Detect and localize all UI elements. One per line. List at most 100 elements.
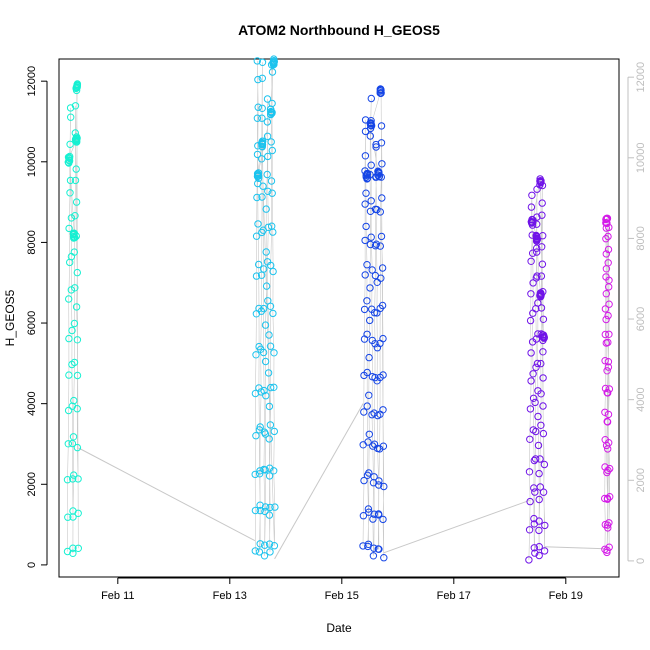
data-point xyxy=(265,540,274,548)
data-point xyxy=(267,138,275,146)
data-point xyxy=(539,315,548,323)
x-tick-label: Feb 15 xyxy=(325,590,359,602)
data-point xyxy=(264,369,273,377)
data-point xyxy=(68,326,76,335)
data-point xyxy=(361,236,369,245)
data-point xyxy=(538,211,546,219)
data-point xyxy=(69,549,77,557)
data-point xyxy=(601,408,609,416)
data-point xyxy=(603,418,612,426)
data-point xyxy=(531,455,540,463)
data-point xyxy=(73,268,82,277)
data-point xyxy=(602,219,610,227)
data-point xyxy=(379,515,387,524)
data-point xyxy=(534,441,543,450)
data-point xyxy=(604,259,612,267)
data-point xyxy=(535,543,543,551)
data-point xyxy=(541,521,549,530)
data-point xyxy=(536,292,544,300)
data-point xyxy=(259,348,268,357)
data-point xyxy=(527,290,535,298)
data-point xyxy=(526,316,535,325)
data-point xyxy=(537,359,545,368)
data-point xyxy=(376,242,384,250)
data-point xyxy=(359,512,368,520)
data-point xyxy=(66,189,74,197)
data-point xyxy=(70,234,78,242)
data-point xyxy=(269,309,277,318)
x-tick-label: Feb 17 xyxy=(437,590,471,602)
data-point xyxy=(73,371,82,380)
data-point xyxy=(538,260,547,268)
data-point xyxy=(258,143,266,151)
data-point xyxy=(606,464,614,473)
data-point xyxy=(252,272,261,280)
data-point xyxy=(377,274,385,282)
data-point xyxy=(527,218,536,226)
y-tick-label: 10000 xyxy=(26,146,38,177)
data-point xyxy=(529,370,537,378)
data-point xyxy=(258,193,266,201)
data-point xyxy=(533,272,541,280)
data-point xyxy=(260,304,268,313)
data-point xyxy=(539,402,547,410)
data-point xyxy=(258,58,267,66)
data-point xyxy=(71,102,80,110)
data-point xyxy=(66,176,75,185)
data-point xyxy=(537,421,545,429)
data-point xyxy=(270,58,278,66)
data-point xyxy=(604,245,613,254)
data-point xyxy=(361,271,369,279)
data-point xyxy=(603,214,612,223)
data-point xyxy=(363,368,371,377)
y-tick-label: 8000 xyxy=(26,230,38,254)
data-point xyxy=(363,174,372,182)
data-point xyxy=(70,319,79,328)
data-point xyxy=(537,390,545,398)
data-point xyxy=(365,391,373,399)
data-point xyxy=(538,243,546,251)
data-point xyxy=(539,374,547,382)
data-point xyxy=(261,503,270,511)
data-point xyxy=(72,303,81,311)
data-point xyxy=(251,470,259,479)
data-point xyxy=(72,165,80,173)
data-point xyxy=(361,152,370,160)
data-point xyxy=(64,406,73,415)
data-point xyxy=(377,86,385,94)
data-point xyxy=(604,232,612,241)
data-point xyxy=(377,139,386,147)
data-point xyxy=(605,543,613,551)
data-point xyxy=(535,469,543,478)
data-point xyxy=(379,371,387,379)
data-point xyxy=(69,433,78,441)
gap-lines xyxy=(78,403,606,560)
data-point xyxy=(602,290,610,298)
data-point xyxy=(64,158,73,166)
data-point xyxy=(259,182,267,190)
data-point xyxy=(262,248,270,256)
data-point xyxy=(601,357,609,365)
data-point xyxy=(258,139,266,148)
data-point xyxy=(255,548,264,556)
data-point xyxy=(253,150,262,159)
data-point xyxy=(265,511,274,519)
y-tick-label: 6000 xyxy=(26,311,38,335)
y-tick-label: 2000 xyxy=(26,472,38,496)
data-point xyxy=(532,363,540,371)
data-point xyxy=(263,170,271,179)
data-point xyxy=(70,396,78,405)
data-point xyxy=(365,353,373,362)
data-point xyxy=(368,266,376,274)
data-point xyxy=(526,497,534,506)
data-point xyxy=(529,249,537,257)
data-point xyxy=(366,119,374,128)
data-point xyxy=(533,244,541,252)
data-point xyxy=(365,430,373,438)
data-point xyxy=(604,311,612,320)
data-point xyxy=(367,233,375,241)
data-point xyxy=(66,140,74,149)
data-point xyxy=(63,547,72,556)
data-point xyxy=(535,495,543,504)
